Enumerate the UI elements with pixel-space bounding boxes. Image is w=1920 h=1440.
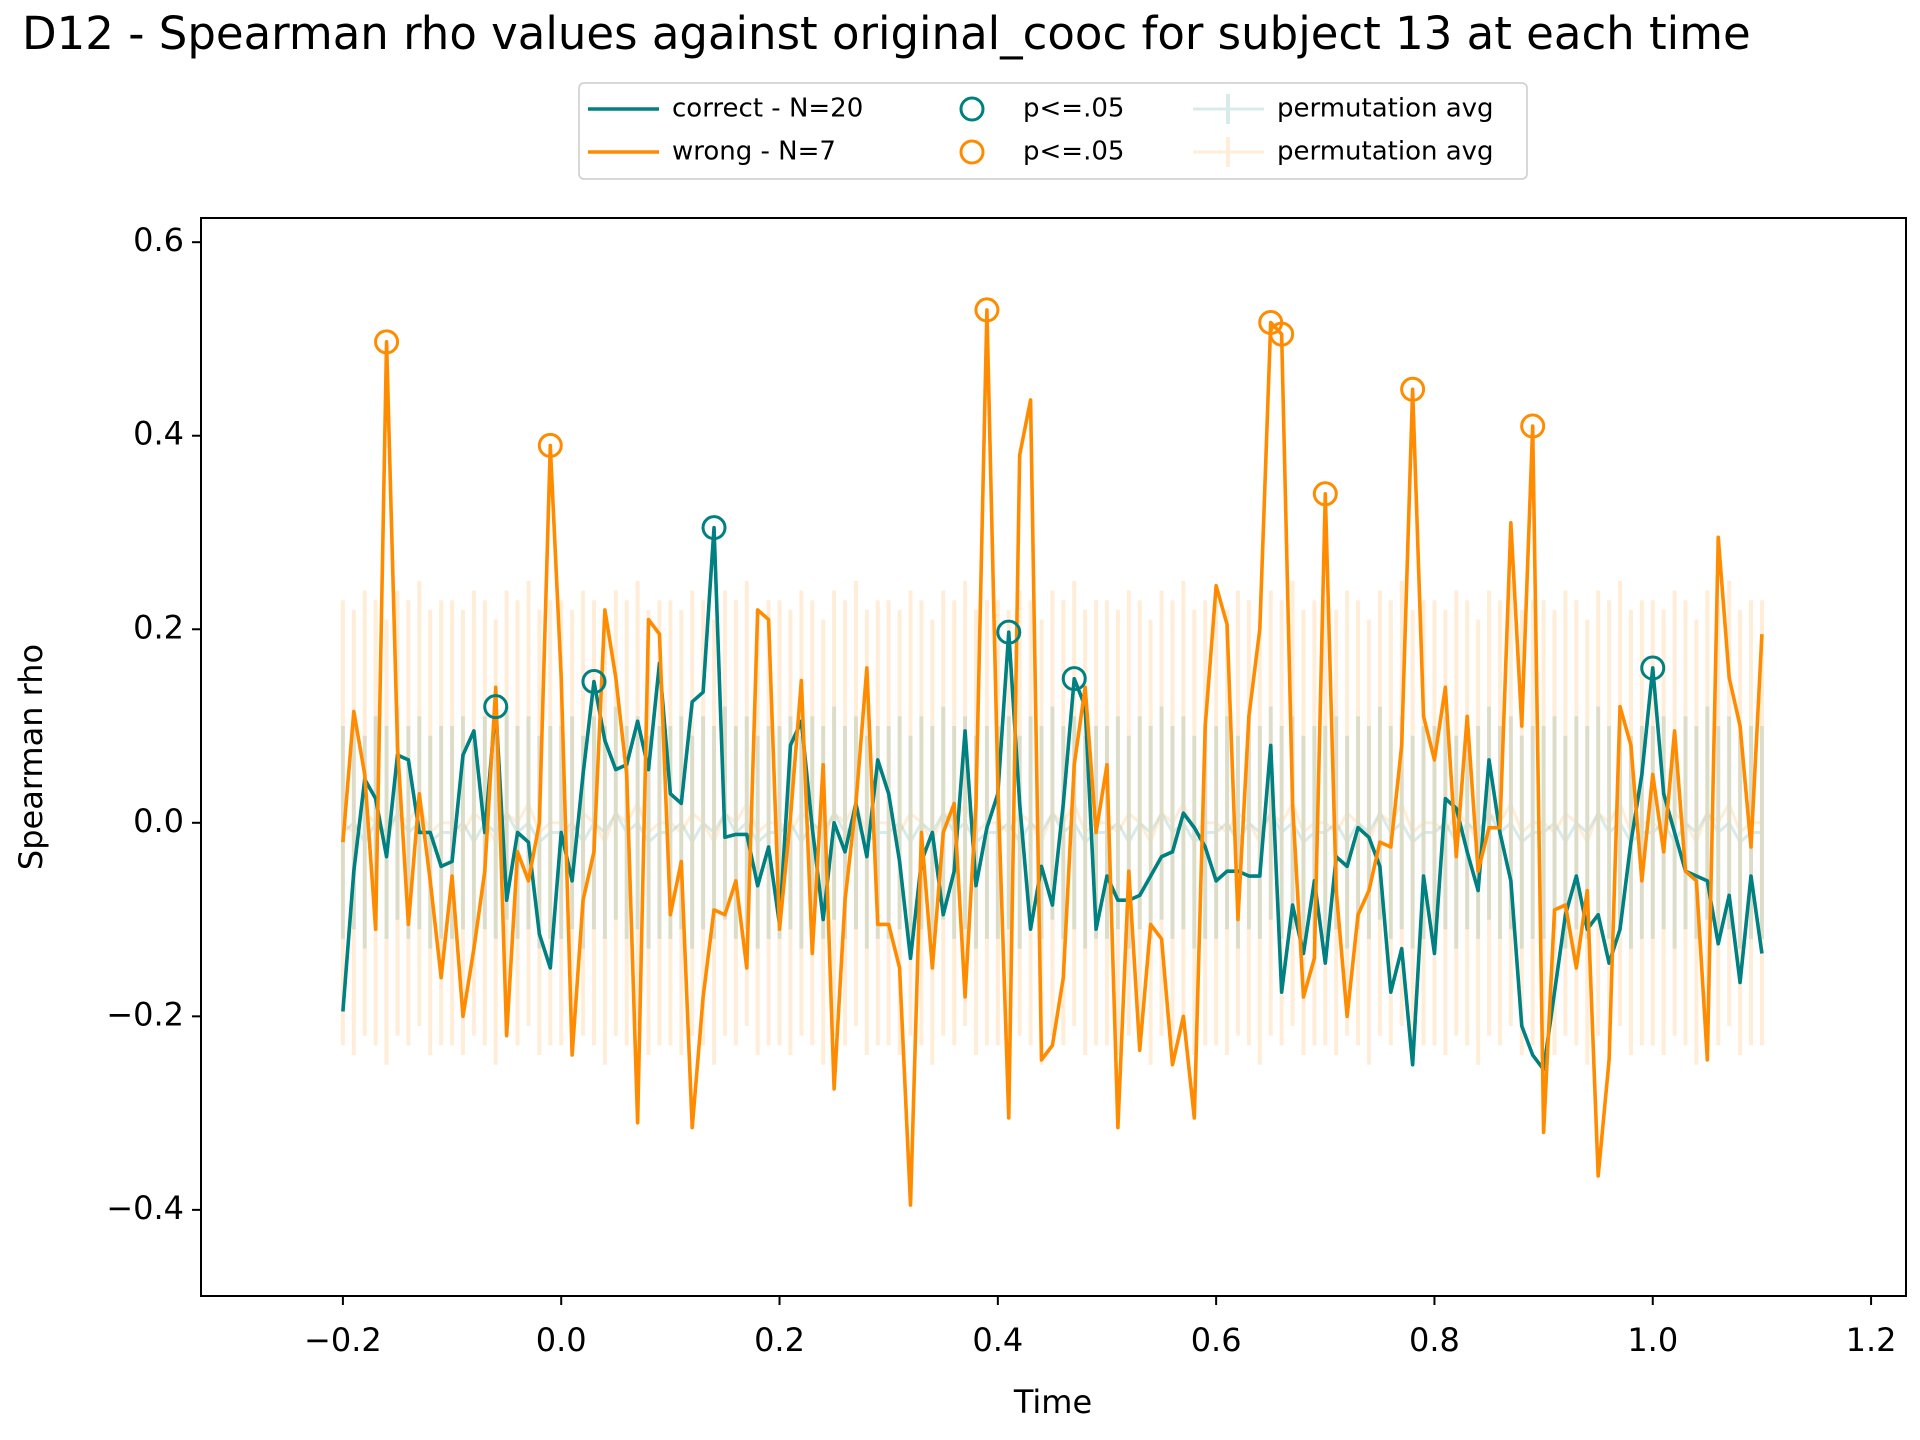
legend-label: correct - N=20: [672, 94, 863, 124]
x-axis-label: Time: [1013, 1383, 1092, 1421]
x-tick-label: −0.2: [304, 1321, 382, 1359]
significance-marker: [1061, 666, 1087, 692]
series-line: [341, 525, 1764, 1072]
y-tick-label: 0.6: [133, 221, 184, 259]
significance-marker: [1640, 655, 1666, 681]
legend-label: wrong - N=7: [672, 137, 836, 167]
y-tick-label: 0.4: [133, 415, 184, 453]
significance-marker: [581, 669, 607, 695]
axes-frame: [200, 217, 1907, 1297]
significance-marker: [1520, 413, 1546, 439]
y-tick-label: 0.0: [133, 802, 184, 840]
legend-label: permutation avg: [1277, 137, 1494, 167]
series-line: [341, 308, 1764, 1207]
significance-marker: [701, 515, 727, 541]
permutation-errorbars: [340, 706, 1764, 949]
significance-marker: [537, 432, 563, 458]
legend: correct - N=20 wrong - N=7 p<=.05 p<=.05 per…: [578, 82, 1528, 180]
chart-title: D12 - Spearman rho values against origin…: [22, 7, 1751, 60]
significance-marker: [483, 694, 509, 720]
legend-marker: [959, 139, 985, 165]
significance-marker: [996, 619, 1022, 645]
x-tick-label: 0.6: [1191, 1321, 1242, 1359]
plot-area: [340, 297, 1764, 1207]
permutation-line: [341, 810, 1762, 846]
y-tick-label: 0.2: [133, 608, 184, 646]
significance-marker: [1269, 321, 1295, 347]
x-tick-label: 0.8: [1409, 1321, 1460, 1359]
y-axis-label: Spearman rho: [12, 644, 50, 870]
significance-marker: [1312, 481, 1338, 507]
y-tick-label: −0.2: [106, 995, 184, 1033]
x-tick-label: 0.4: [972, 1321, 1023, 1359]
x-tick-label: 0.2: [754, 1321, 805, 1359]
legend-label: p<=.05: [1023, 94, 1124, 124]
significance-marker: [1400, 376, 1426, 402]
legend-label: p<=.05: [1023, 137, 1124, 167]
x-tick-label: 1.0: [1627, 1321, 1678, 1359]
legend-label: permutation avg: [1277, 94, 1494, 124]
x-tick-label: 1.2: [1846, 1321, 1897, 1359]
legend-errorbar: [1193, 137, 1264, 167]
legend-marker: [959, 96, 985, 122]
x-tick-label: 0.0: [536, 1321, 587, 1359]
legend-box: [578, 82, 1528, 180]
significance-marker: [974, 297, 1000, 323]
significance-marker: [374, 329, 400, 355]
legend-errorbar: [1193, 94, 1264, 124]
y-tick-label: −0.4: [106, 1189, 184, 1227]
